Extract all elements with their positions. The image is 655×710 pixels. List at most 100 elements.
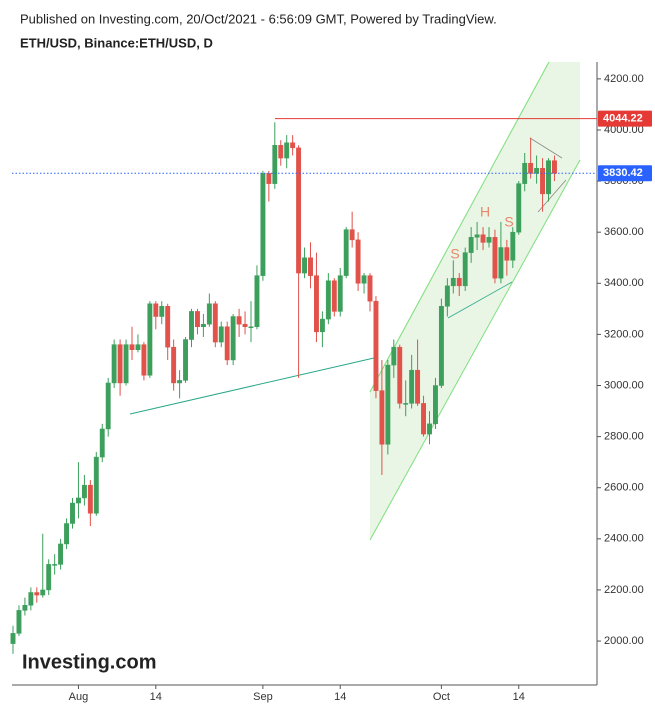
price-tag [598, 110, 652, 127]
candle-body [70, 502, 75, 524]
candle-body [284, 142, 290, 159]
candle-body [105, 382, 111, 430]
candle-body [367, 275, 373, 302]
candle-body [314, 275, 319, 333]
candle-body [456, 277, 462, 287]
candle-body [474, 234, 480, 238]
x-tick-label: Aug [69, 691, 89, 703]
chart-subtitle: Published on Investing.com, 20/Oct/2021 … [20, 11, 497, 26]
annotation: S [450, 246, 459, 262]
candle-body [308, 257, 313, 276]
candle-body [212, 303, 218, 343]
candle-body [427, 423, 432, 435]
candle-body [361, 275, 367, 284]
candle-body [552, 160, 557, 174]
logo: Investing.com [22, 651, 156, 673]
candle-body [99, 428, 105, 458]
candle-body [147, 303, 153, 376]
candle-body [34, 592, 40, 596]
y-tick-label: 2600.00 [604, 482, 644, 494]
channel-upper [369, 61, 550, 393]
candle-body [516, 183, 522, 233]
candle-body [195, 311, 200, 327]
candle-body [206, 303, 212, 325]
neckline [447, 281, 513, 319]
candle-body [355, 239, 361, 284]
candle-body [343, 229, 349, 276]
price-tag [598, 165, 652, 182]
candle-body [111, 344, 117, 384]
candle-body [183, 339, 189, 381]
candle-body [302, 257, 308, 274]
y-tick-label: 3200.00 [604, 328, 644, 340]
candle-body [415, 369, 421, 404]
candle-body [498, 247, 504, 279]
x-tick-label: Oct [433, 691, 450, 703]
candle-body [177, 380, 183, 384]
candle-body [462, 252, 468, 287]
candle-body [254, 275, 260, 327]
candle-body [409, 369, 415, 404]
price-tag-label: 3830.42 [603, 167, 643, 179]
y-tick-label: 2800.00 [604, 431, 644, 443]
y-tick-label: 3600.00 [604, 226, 644, 238]
candle-body [397, 346, 403, 404]
candle-body [218, 326, 224, 343]
candle-body [534, 168, 540, 174]
candle-body [52, 564, 58, 566]
y-tick-label: 2000.00 [604, 635, 644, 647]
candle-body [230, 316, 236, 361]
candle-body [266, 173, 272, 184]
candle-body [444, 285, 450, 307]
candle-body [40, 589, 46, 596]
candle-body [224, 326, 230, 361]
candle-body [540, 168, 545, 195]
candle-body [189, 311, 194, 340]
candle-body [480, 234, 486, 243]
candle-body [10, 633, 16, 644]
plot [10, 122, 557, 654]
candle-body [141, 344, 147, 376]
candle-body [486, 237, 492, 243]
candle-body [159, 306, 165, 317]
candle-body [421, 403, 427, 435]
x-tick-label: Sep [253, 691, 273, 703]
channel-lower [369, 159, 581, 541]
candle-body [438, 306, 444, 386]
candle-body [510, 231, 516, 261]
x-tick-label: 14 [334, 691, 346, 703]
candle-body [504, 247, 510, 261]
candle-body [331, 280, 337, 312]
candle-body [58, 543, 64, 565]
candle-body [319, 318, 325, 333]
candle-body [468, 237, 474, 253]
y-tick-label: 2400.00 [604, 533, 644, 545]
candle-body [87, 484, 93, 514]
candle-body [272, 145, 278, 184]
candle-body [450, 277, 456, 287]
pattern-line [529, 137, 563, 159]
candle-body [28, 592, 34, 606]
candle-body [135, 344, 141, 350]
chart-title: ETH/USD, Binance:ETH/USD, D [20, 35, 213, 50]
y-tick-label: 2200.00 [604, 584, 644, 596]
candle-body [391, 346, 397, 366]
candle-body [16, 610, 22, 634]
price-tag-label: 4044.22 [603, 113, 643, 125]
y-tick-label: 4200.00 [604, 73, 644, 85]
y-tick-label: 4000.00 [604, 124, 644, 136]
candle-body [379, 390, 385, 445]
candle-body [64, 523, 69, 545]
candle-body [93, 456, 99, 514]
candle-body [373, 300, 379, 391]
candle-body [492, 237, 498, 279]
candle-body [46, 564, 52, 591]
candle-body [165, 306, 171, 348]
candle-body [325, 280, 331, 320]
candle-body [290, 142, 296, 149]
candle-body [171, 346, 177, 384]
candle-body [242, 323, 248, 327]
candle-body [296, 147, 302, 274]
annotation: S [504, 214, 513, 230]
